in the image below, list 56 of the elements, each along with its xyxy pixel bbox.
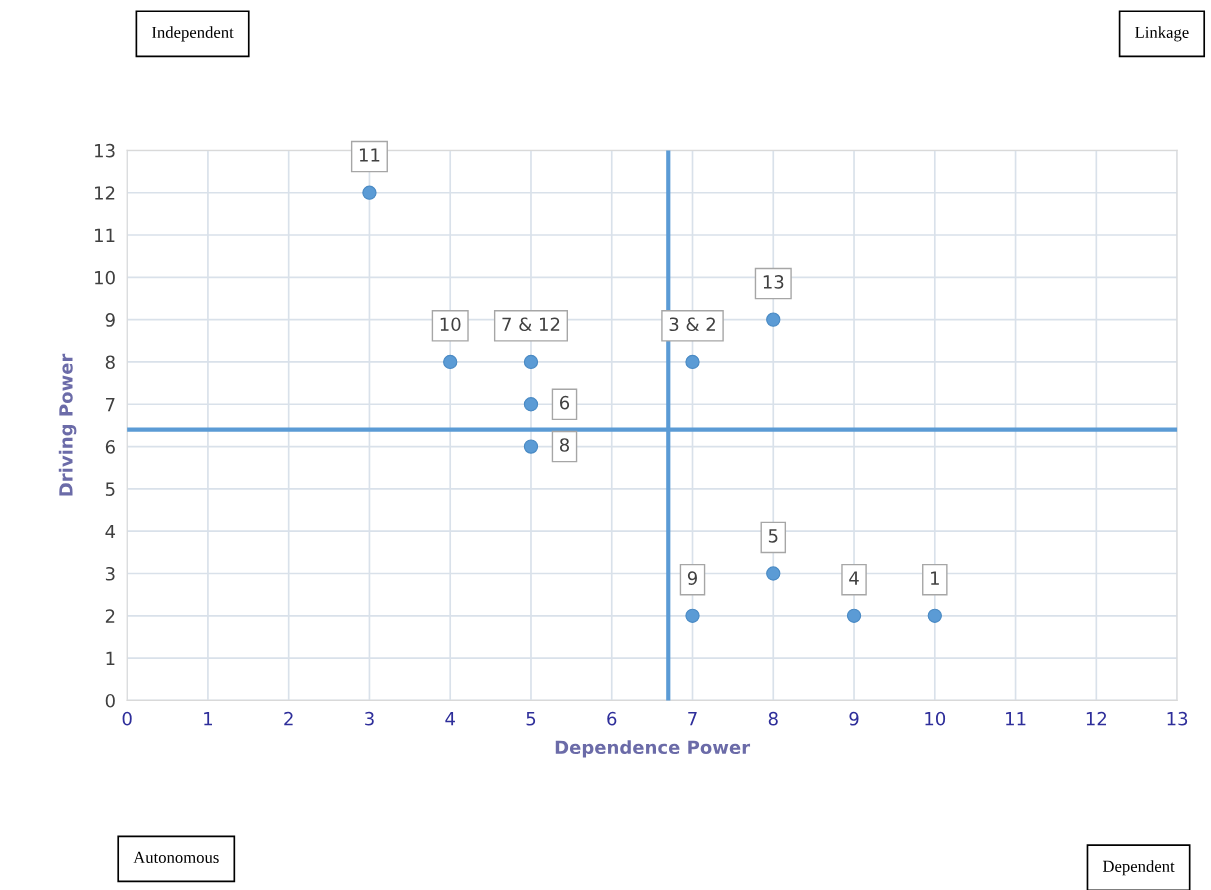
x-tick-label: 2: [284, 711, 293, 726]
x-tick-label: 4: [445, 712, 455, 726]
annotation: 1: [931, 571, 939, 585]
y-tick-label: 0: [105, 693, 115, 708]
y-tick-label: 10: [95, 270, 115, 285]
y-tick-label: 1: [106, 651, 115, 665]
y-tick-label: 8: [105, 355, 115, 370]
x-tick-label: 12: [1086, 711, 1107, 726]
x-tick-label: 3: [365, 711, 374, 726]
y-tick-label: 9: [105, 313, 115, 327]
annotation: 10: [440, 317, 461, 332]
annotation: 6: [560, 395, 570, 410]
x-tick-label: 1: [204, 712, 212, 726]
y-axis-title: Driving Power: [58, 353, 77, 496]
x-axis-title: Dependence Power: [555, 740, 751, 758]
annotation: 9: [687, 571, 697, 585]
x-tick-label: 8: [768, 711, 778, 726]
y-tick-label: 3: [105, 566, 115, 581]
y-tick-label: 5: [105, 482, 115, 496]
text: Linkage: [1135, 26, 1189, 42]
y-tick-label: 6: [105, 440, 115, 454]
annotation: 4: [849, 571, 859, 585]
point: [523, 439, 539, 454]
point: [523, 397, 539, 412]
text: Independent: [151, 26, 234, 42]
x-tick-label: 0: [122, 711, 132, 726]
x-tick-label: 6: [607, 711, 617, 726]
point: [685, 354, 700, 370]
annotation: 8: [559, 438, 570, 452]
annotation: 7 & 12: [502, 317, 560, 332]
annotation: 5: [768, 529, 778, 543]
x-tick-label: 5: [526, 712, 536, 726]
point: [927, 608, 942, 623]
point: [766, 312, 781, 327]
point: [443, 354, 458, 370]
annotation: 3 & 2: [669, 317, 715, 332]
text: Autonomous: [133, 851, 219, 864]
y-tick-label: 4: [105, 524, 116, 539]
y-tick-label: 2: [105, 609, 115, 623]
point: [685, 608, 700, 623]
y-tick-label: 7: [106, 397, 115, 412]
point: [766, 566, 781, 581]
point: [846, 608, 862, 623]
y-tick-label: 12: [95, 186, 115, 200]
x-tick-label: 7: [688, 712, 697, 726]
x-tick-label: 13: [1167, 711, 1188, 726]
x-tick-label: 9: [849, 711, 859, 726]
x-tick-label: 11: [1006, 712, 1026, 726]
annotation: 13: [763, 275, 784, 289]
text: Dependent: [1102, 860, 1175, 876]
point: [523, 354, 539, 370]
point: [362, 185, 377, 200]
y-tick-label: 11: [95, 228, 115, 242]
annotation: 11: [359, 148, 380, 162]
y-tick-label: 13: [95, 143, 115, 158]
x-tick-label: 10: [925, 711, 946, 726]
